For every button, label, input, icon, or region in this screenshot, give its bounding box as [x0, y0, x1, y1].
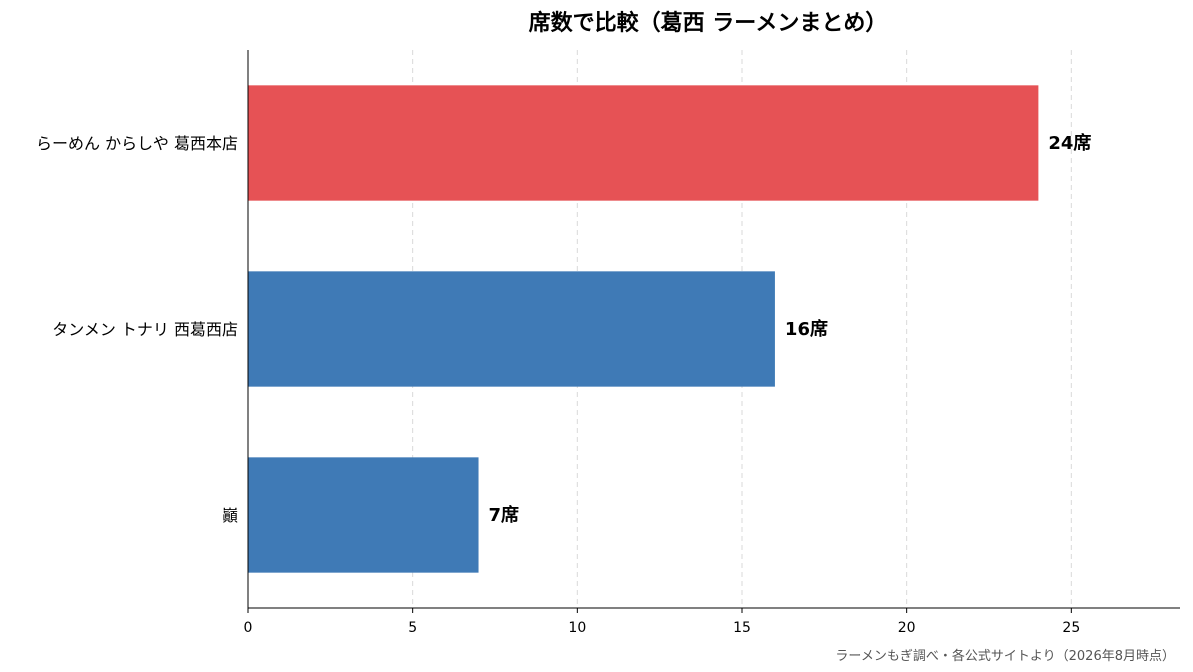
bar — [248, 457, 479, 573]
bar — [248, 85, 1039, 201]
x-tick-label: 25 — [1062, 620, 1080, 636]
x-tick-label: 10 — [568, 620, 586, 636]
bar — [248, 271, 775, 387]
x-tick-label: 0 — [244, 620, 253, 636]
x-tick-label: 5 — [408, 620, 417, 636]
axes — [247, 50, 1180, 609]
value-label: 7席 — [489, 504, 520, 526]
category-label: らーめん からしや 葛西本店 — [36, 134, 238, 153]
category-label: タンメン トナリ 西葛西店 — [52, 320, 238, 339]
bars — [248, 85, 1039, 573]
value-label: 16席 — [785, 318, 828, 340]
value-labels: 24席 16席 7席 — [489, 132, 1092, 526]
source-note: ラーメンもぎ調べ・各公式サイトより（2026年8月時点） — [835, 649, 1175, 664]
x-tick-label: 15 — [733, 620, 751, 636]
x-tick-label: 20 — [898, 620, 916, 636]
value-label: 24席 — [1048, 132, 1091, 154]
x-ticks: 0 5 10 15 20 25 — [244, 608, 1080, 636]
category-label: 巓 — [222, 506, 238, 525]
chart-title: 席数で比較（葛西 ラーメンまとめ） — [529, 10, 888, 36]
